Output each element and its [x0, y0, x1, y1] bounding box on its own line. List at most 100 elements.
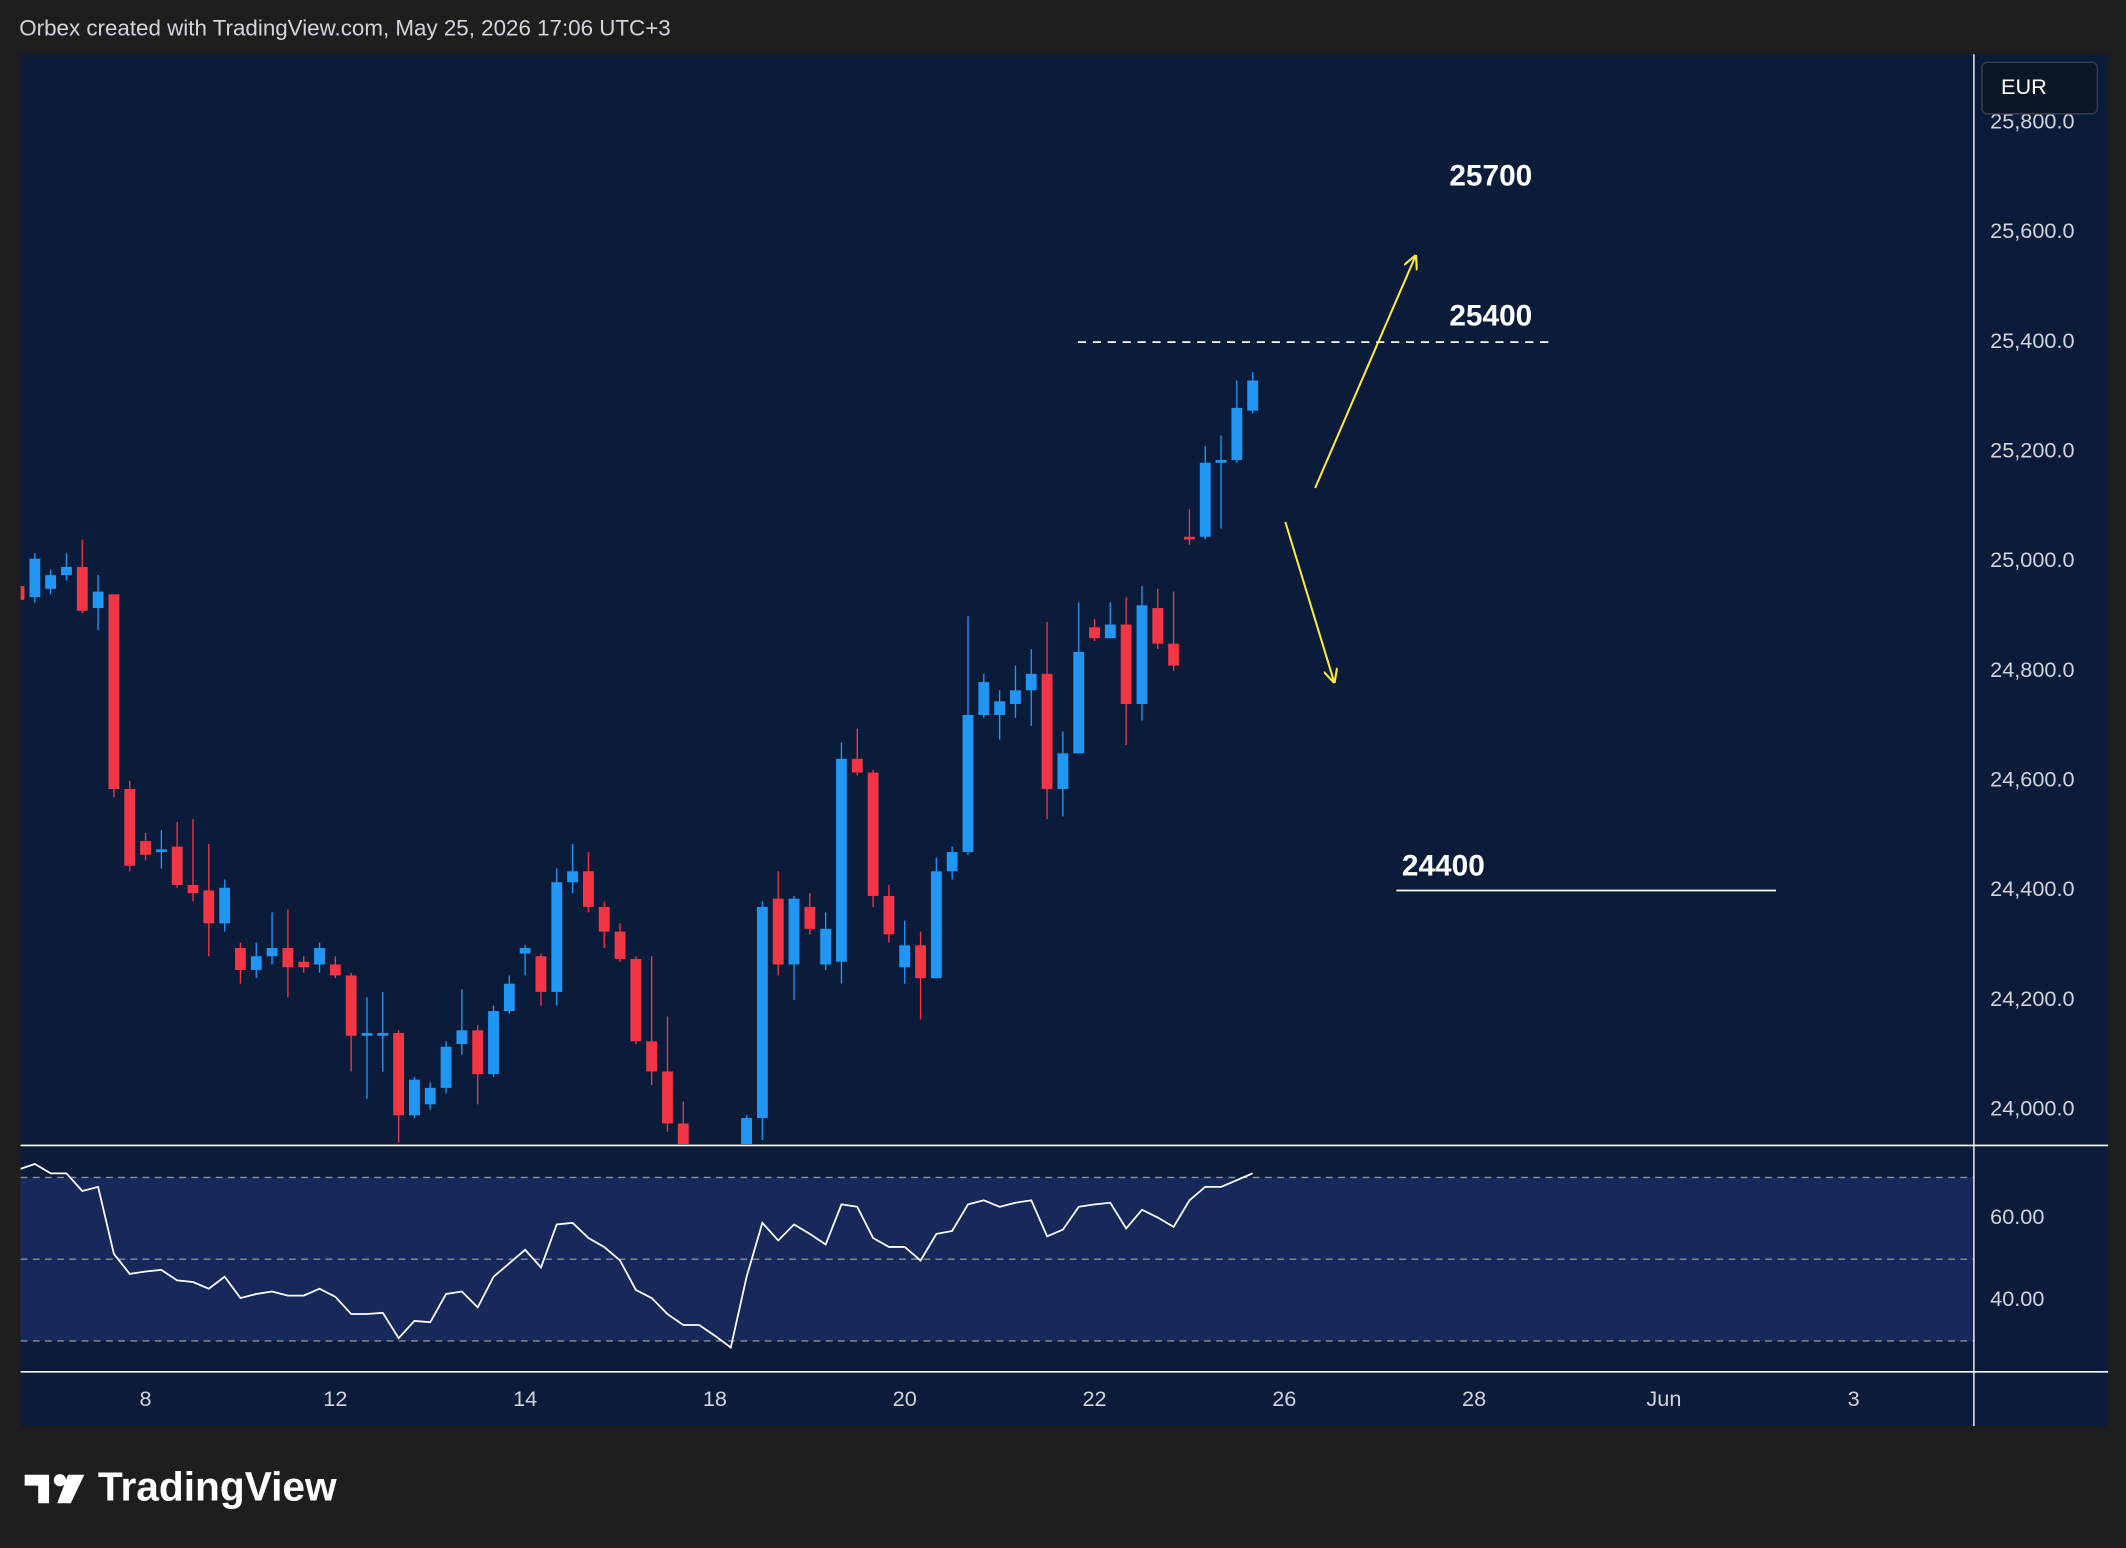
candle-body: [899, 945, 911, 968]
candle-body: [804, 906, 816, 929]
rsi-panel: [20, 1163, 1974, 1350]
y-tick-label: 24,600.0: [1990, 767, 2074, 792]
y-tick-label: 24,200.0: [1990, 986, 2074, 1011]
candle-body: [630, 959, 642, 1042]
candle-body: [424, 1087, 436, 1105]
y-tick-label: 25,200.0: [1990, 438, 2074, 463]
x-tick-label: 18: [703, 1386, 727, 1411]
candle-body: [329, 964, 341, 976]
y-tick-label: 24,400.0: [1990, 876, 2074, 901]
candle-body: [171, 846, 183, 885]
x-tick-label: Jun: [1646, 1386, 1681, 1411]
candle-body: [377, 1033, 389, 1036]
y-tick-label: 40.00: [1990, 1286, 2044, 1311]
candle-body: [92, 591, 104, 609]
candle-body: [994, 701, 1006, 715]
candle-body: [1152, 608, 1164, 644]
candle-body: [1104, 624, 1116, 639]
candle-body: [140, 841, 151, 855]
candle-body: [978, 682, 990, 715]
y-tick-label: 24,000.0: [1990, 1096, 2074, 1121]
candle-body: [235, 948, 246, 970]
candle-body: [1215, 460, 1227, 463]
level-annotation: 24400: [1402, 849, 1485, 882]
y-tick-label: 25,000.0: [1990, 547, 2074, 572]
x-tick-label: 22: [1082, 1386, 1106, 1411]
brand-logo: [24, 1474, 85, 1504]
candle-body: [598, 906, 610, 932]
brand-name: TradingView: [98, 1463, 337, 1509]
candle-body: [298, 961, 310, 968]
candle-body: [361, 1033, 373, 1036]
candle-body: [1089, 627, 1100, 639]
candle-body: [108, 594, 120, 790]
candle-body: [1010, 690, 1021, 705]
up-arrow: [1314, 256, 1415, 489]
candle-body: [551, 882, 563, 992]
candle-body: [45, 575, 57, 589]
candle-body: [772, 898, 784, 965]
candle-body: [582, 871, 594, 907]
candle-body: [567, 871, 579, 883]
candle-body: [836, 758, 847, 962]
candle-body: [962, 714, 974, 853]
candle-body: [1120, 624, 1132, 705]
x-tick-label: 20: [893, 1386, 917, 1411]
candle-body: [456, 1030, 468, 1044]
candle-body: [614, 931, 626, 960]
candle-body: [1057, 753, 1069, 790]
currency-label: EUR: [2001, 74, 2047, 99]
y-tick-label: 24,800.0: [1990, 657, 2074, 682]
candle-body: [1025, 673, 1037, 691]
candle-body: [930, 871, 942, 979]
candle-body: [820, 928, 832, 965]
x-tick-label: 14: [513, 1386, 537, 1411]
candle-body: [282, 948, 294, 968]
candle-body: [345, 975, 357, 1036]
candle-body: [488, 1011, 499, 1075]
candle-body: [946, 852, 958, 872]
x-tick-label: 8: [140, 1386, 152, 1411]
candle-body: [1136, 605, 1148, 705]
candle-body: [250, 956, 262, 970]
candle-body: [393, 1033, 405, 1116]
header-text: Orbex created with TradingView.com, May …: [19, 16, 670, 41]
candle-body: [519, 948, 531, 954]
rsi-line: [20, 1163, 1253, 1350]
level-annotation: 25400: [1449, 300, 1532, 333]
candle-body: [1231, 407, 1243, 461]
x-tick-label: 26: [1272, 1386, 1296, 1411]
y-tick-label: 25,400.0: [1990, 328, 2074, 353]
x-tick-label: 28: [1462, 1386, 1486, 1411]
y-tick-label: 60.00: [1990, 1204, 2044, 1229]
level-annotation: 25700: [1449, 159, 1532, 192]
price-panel: [20, 372, 1259, 1145]
candle-body: [187, 884, 199, 894]
candle-body: [219, 887, 231, 924]
x-tick-label: 12: [323, 1386, 347, 1411]
candle-body: [1041, 673, 1053, 790]
candle-body: [472, 1030, 484, 1075]
candle-body: [1168, 643, 1180, 666]
candle-body: [915, 945, 926, 979]
candle-body: [788, 898, 800, 965]
candle-body: [646, 1041, 658, 1072]
candle-body: [756, 906, 768, 1119]
candle-body: [1247, 380, 1259, 411]
candle-body: [1184, 536, 1195, 540]
candle-body: [1199, 462, 1211, 537]
y-tick-label: 25,600.0: [1990, 218, 2074, 243]
candle-body: [677, 1123, 689, 1145]
candle-body: [409, 1079, 420, 1116]
candle-body: [662, 1071, 673, 1124]
candle-body: [29, 558, 41, 598]
candle-body: [155, 849, 167, 853]
candle-body: [314, 948, 325, 965]
down-arrow: [1284, 521, 1334, 682]
candle-body: [76, 566, 88, 611]
currency-badge: [1981, 61, 2098, 115]
candle-body: [440, 1046, 452, 1088]
candle-body: [883, 895, 895, 935]
